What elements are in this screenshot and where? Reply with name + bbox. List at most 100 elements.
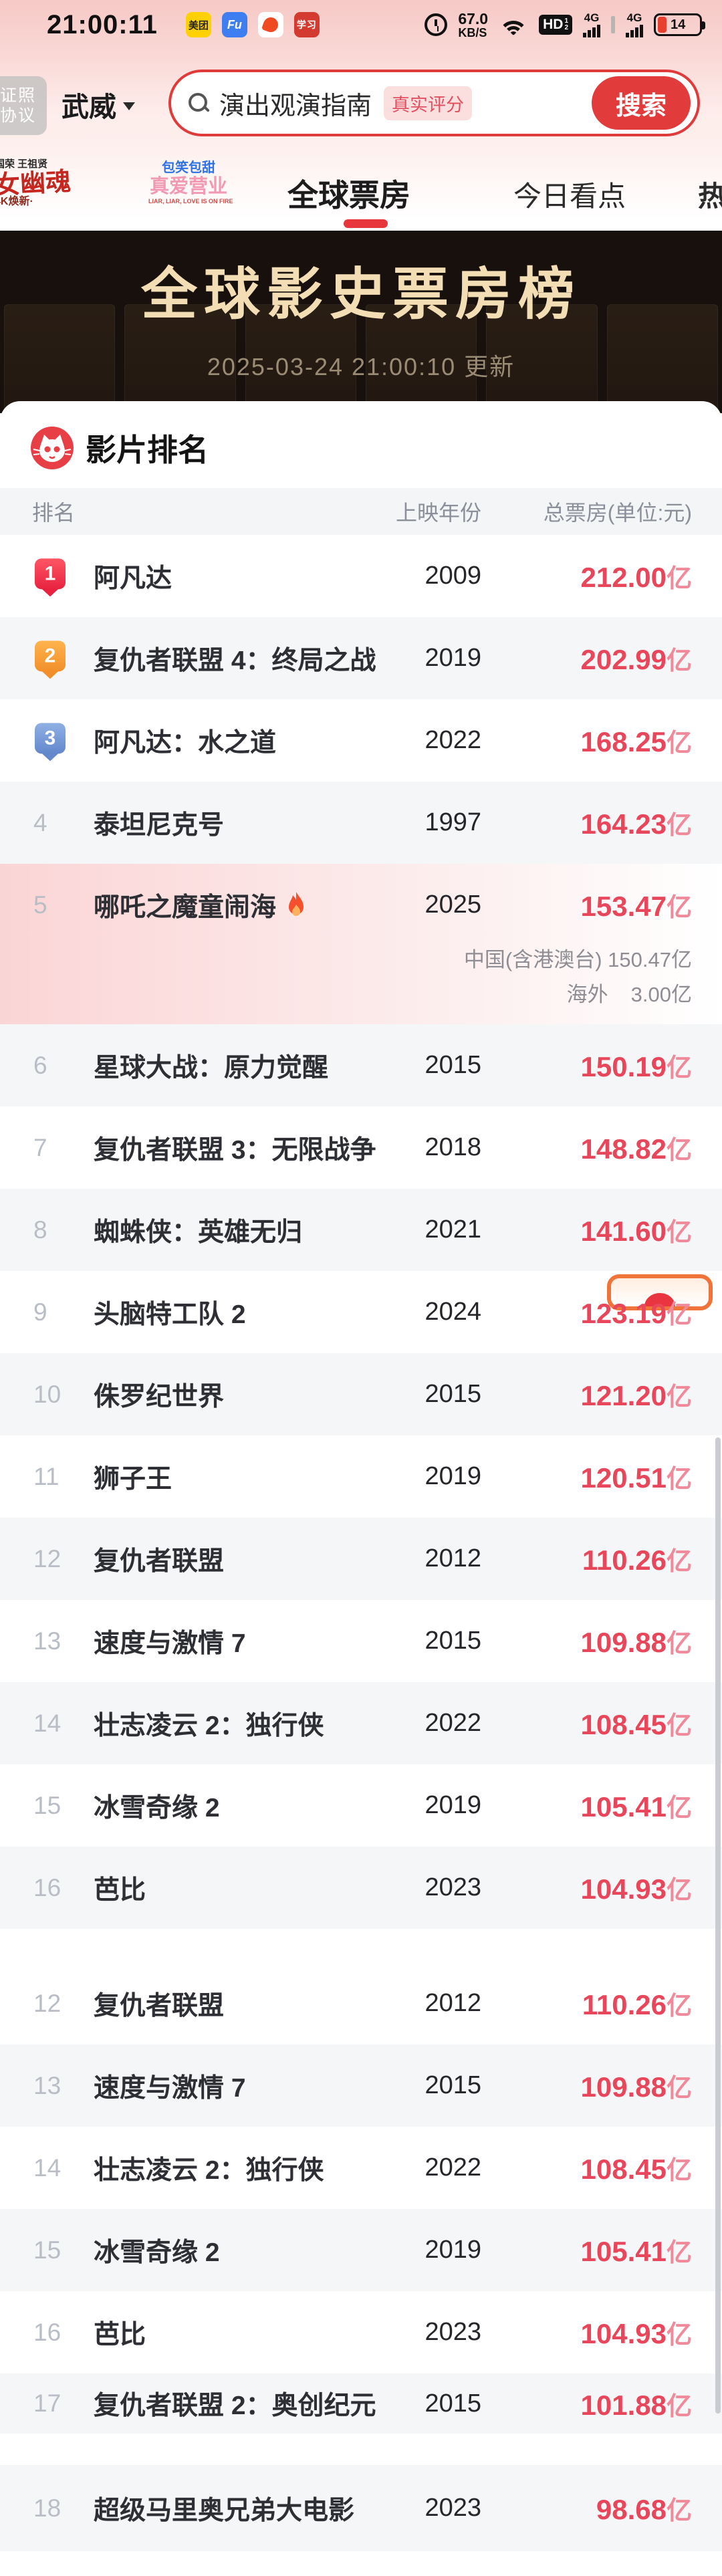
release-year: 2019 <box>425 1462 481 1490</box>
release-year: 1997 <box>425 808 481 836</box>
gross-value: 98.68亿 <box>596 2494 692 2525</box>
movie-title: 壮志凌云 2：独行侠 <box>94 1711 324 1740</box>
stitch-seam <box>0 2434 722 2465</box>
ranking-card: 影片排名 排名 上映年份 总票房(单位:元) 1 阿凡达 2009 212.00亿 2 复… <box>0 401 722 2576</box>
city-selector[interactable]: 武威 <box>62 84 135 124</box>
movie-title: 芭比 <box>94 2320 146 2349</box>
movie-title: 星球大战：原力觉醒 <box>94 1053 329 1082</box>
movie-title: 复仇者联盟 <box>94 1991 225 2020</box>
table-row[interactable]: 18 超级马里奥兄弟大电影 2023 98.68亿 <box>0 2465 722 2551</box>
movie-title: 侏罗纪世界 <box>94 1382 225 1411</box>
rank-badge: 2 <box>35 640 66 671</box>
active-tab-indicator <box>344 219 388 228</box>
table-row[interactable]: 13 速度与激情 7 2015 109.88亿 <box>0 2044 722 2127</box>
tab-today-highlights[interactable]: 今日看点 <box>513 181 626 212</box>
banner-title: 全球影史票房榜 <box>140 263 581 326</box>
table-row[interactable]: 11 狮子王 2019 120.51亿 <box>0 1435 722 1518</box>
table-row[interactable]: 17 复仇者联盟 2：奥创纪元 2015 101.88亿 <box>0 2373 722 2434</box>
release-year: 2019 <box>425 2236 481 2264</box>
table-row[interactable]: 12 复仇者联盟 2012 110.26亿 <box>0 1518 722 1600</box>
rank-number: 14 <box>33 2153 62 2182</box>
movie-title: 蜘蛛侠：英雄无归 <box>94 1217 303 1247</box>
license-tag[interactable]: 证照 协议 <box>0 76 47 135</box>
city-name: 武威 <box>62 92 116 122</box>
gross-value: 212.00亿 <box>580 562 692 593</box>
tomato-app-icon <box>257 12 283 37</box>
ranking-table: 1 阿凡达 2009 212.00亿 2 复仇者联盟 4：终局之战 2019 202.99亿 3… <box>0 535 722 2551</box>
movie-title: 冰雪奇缘 2 <box>94 1793 220 1823</box>
table-row[interactable]: 14 壮志凌云 2：独行侠 2022 108.45亿 <box>0 1682 722 1764</box>
release-year: 2015 <box>425 1051 481 1079</box>
release-year: 2018 <box>425 1133 481 1161</box>
gross-value: 150.19亿 <box>580 1051 692 1082</box>
promo-movie-right[interactable]: 包笑包甜 真爱营业 LIAR, LIAR, LOVE IS ON FIRE <box>148 160 233 205</box>
tabs-row: 国荣 王祖贤 女幽魂 4K焕新· 包笑包甜 真爱营业 LIAR, LIAR, L… <box>0 155 722 231</box>
rank-badge: 3 <box>35 722 66 753</box>
movie-title: 芭比 <box>94 1875 146 1905</box>
gross-value: 101.88亿 <box>580 2389 692 2421</box>
ranking-banner: 全球影史票房榜 2025-03-24 21:00:10 更新 <box>0 231 722 413</box>
table-row[interactable]: 14 壮志凌云 2：独行侠 2022 108.45亿 <box>0 2127 722 2209</box>
table-row[interactable]: 15 冰雪奇缘 2 2019 105.41亿 <box>0 2209 722 2291</box>
release-year: 2025 <box>425 891 481 919</box>
release-year: 2022 <box>425 2153 481 2182</box>
search-button[interactable]: 搜索 <box>592 76 691 130</box>
gross-value: 121.20亿 <box>580 1380 692 1411</box>
gross-value: 153.47亿 <box>580 891 692 922</box>
table-row[interactable]: 1 阿凡达 2009 212.00亿 <box>0 535 722 617</box>
table-row[interactable]: 5 哪吒之魔童闹海 2025 153.47亿 中国(含港澳台) 150.47亿 海外 3.0… <box>0 864 722 1024</box>
rank-number: 8 <box>33 1215 47 1244</box>
gross-value: 104.93亿 <box>580 1873 692 1905</box>
table-row[interactable]: 6 星球大战：原力觉醒 2015 150.19亿 <box>0 1024 722 1106</box>
release-year: 2012 <box>425 1544 481 1572</box>
gross-value: 110.26亿 <box>582 1544 692 1576</box>
tab-hot-cutoff[interactable]: 热 <box>698 181 722 212</box>
gross-value: 202.99亿 <box>580 644 692 675</box>
scrollbar[interactable] <box>715 1437 721 2414</box>
movie-title: 壮志凌云 2：独行侠 <box>94 2155 324 2185</box>
table-row[interactable]: 2 复仇者联盟 4：终局之战 2019 202.99亿 <box>0 617 722 699</box>
movie-title: 头脑特工队 2 <box>94 1300 246 1329</box>
table-row[interactable]: 4 泰坦尼克号 1997 164.23亿 <box>0 782 722 864</box>
table-row[interactable]: 16 芭比 2023 104.93亿 <box>0 1847 722 1929</box>
network-speed: 67.0 KB/S <box>458 9 489 39</box>
release-year: 2024 <box>425 1298 481 1326</box>
rank-number: 17 <box>33 2389 62 2417</box>
table-row[interactable]: 16 芭比 2023 104.93亿 <box>0 2291 722 2373</box>
gross-value: 108.45亿 <box>580 2153 692 2185</box>
rank-number: 14 <box>33 1709 62 1737</box>
table-row[interactable]: 13 速度与激情 7 2015 109.88亿 <box>0 1600 722 1682</box>
rank-number: 15 <box>33 1791 62 1819</box>
table-row[interactable]: 10 侏罗纪世界 2015 121.20亿 <box>0 1353 722 1435</box>
movie-title: 哪吒之魔童闹海 <box>94 887 307 924</box>
table-row[interactable]: 3 阿凡达：水之道 2022 168.25亿 <box>0 699 722 782</box>
release-year: 2023 <box>425 2494 481 2522</box>
table-row[interactable]: 7 复仇者联盟 3：无限战争 2018 148.82亿 <box>0 1106 722 1189</box>
floating-red-packet-widget[interactable] <box>607 1274 713 1310</box>
table-row[interactable]: 9 头脑特工队 2 2024 123.19亿 <box>0 1271 722 1353</box>
release-year: 2015 <box>425 1627 481 1655</box>
movie-title: 超级马里奥兄弟大电影 <box>94 2496 355 2525</box>
red-packet-icon <box>644 1293 675 1306</box>
gross-value: 108.45亿 <box>580 1709 692 1740</box>
promo-movie-left[interactable]: 国荣 王祖贤 女幽魂 4K焕新· <box>0 158 72 207</box>
col-gross: 总票房(单位:元) <box>543 501 692 525</box>
table-column-header: 排名 上映年份 总票房(单位:元) <box>0 488 722 535</box>
battery-icon: 14 <box>654 13 705 36</box>
overseas-gross: 海外 3.00亿 <box>566 983 692 1006</box>
release-year: 2012 <box>425 1989 481 2017</box>
xuexi-app-icon: 学习 <box>293 12 320 37</box>
card-header: 影片排名 <box>0 401 722 488</box>
release-year: 2022 <box>425 726 481 754</box>
table-row[interactable]: 15 冰雪奇缘 2 2019 105.41亿 <box>0 1764 722 1847</box>
gross-value: 164.23亿 <box>580 808 692 840</box>
release-year: 2023 <box>425 2318 481 2346</box>
rank-number: 13 <box>33 2071 62 2099</box>
tab-global-box-office[interactable]: 全球票房 <box>287 178 410 213</box>
movie-title: 速度与激情 7 <box>94 1629 246 1658</box>
table-row[interactable]: 12 复仇者联盟 2012 110.26亿 <box>0 1962 722 2044</box>
table-row[interactable]: 8 蜘蛛侠：英雄无归 2021 141.60亿 <box>0 1189 722 1271</box>
gross-value: 109.88亿 <box>580 2071 692 2103</box>
search-input[interactable]: 演出观演指南 真实评分 搜索 <box>168 70 700 136</box>
